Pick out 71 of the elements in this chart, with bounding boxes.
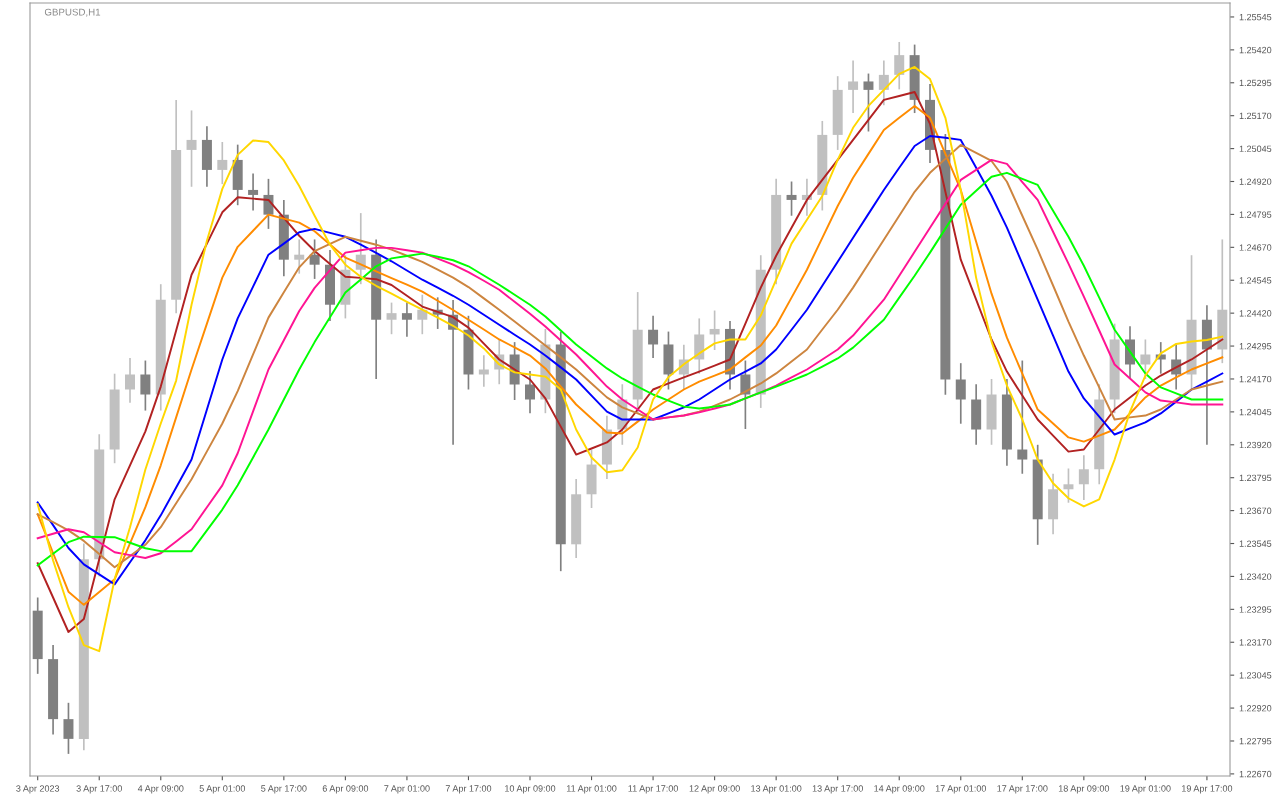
x-tick-label: 3 Apr 2023 — [16, 785, 60, 794]
y-tick-label: 1.24170 — [1239, 375, 1272, 383]
x-tick-label: 3 Apr 17:00 — [76, 785, 122, 794]
candlestick — [140, 359, 151, 412]
candlestick — [309, 238, 320, 280]
candlestick — [709, 309, 720, 351]
x-tick-label: 11 Apr 17:00 — [628, 785, 678, 794]
candlestick — [217, 141, 228, 185]
candlestick — [894, 41, 905, 91]
x-tick-label: 17 Apr 17:00 — [997, 785, 1048, 794]
x-tick-label: 19 Apr 01:00 — [1120, 785, 1171, 794]
candlestick — [417, 293, 428, 336]
candlestick — [294, 238, 305, 275]
candlestick — [186, 109, 197, 188]
y-tick-label: 1.22920 — [1239, 705, 1272, 712]
candlestick — [401, 301, 412, 338]
candlestick — [525, 370, 535, 415]
candlestick — [1017, 359, 1028, 475]
x-tick-label: 10 Apr 09:00 — [505, 785, 556, 794]
candlestick — [848, 59, 859, 114]
candlestick — [63, 701, 74, 755]
y-tick-label: 1.24420 — [1239, 310, 1272, 317]
y-tick-label: 1.23670 — [1239, 507, 1272, 514]
candlestick — [740, 359, 751, 430]
candlestick — [648, 314, 659, 359]
y-tick-label: 1.23420 — [1239, 573, 1272, 580]
chart-title: GBPUSD,H1 — [44, 8, 101, 17]
y-tick-label: 1.24920 — [1239, 178, 1272, 185]
y-tick-label: 1.25045 — [1239, 145, 1272, 152]
candlestick — [1140, 338, 1151, 380]
x-tick-label: 11 Apr 01:00 — [566, 785, 617, 794]
candlestick — [125, 357, 135, 404]
y-tick-label: 1.24295 — [1239, 343, 1272, 350]
y-tick-label: 1.23295 — [1239, 606, 1272, 613]
y-tick-label: 1.23170 — [1239, 639, 1272, 646]
candlestick — [248, 172, 259, 212]
y-tick-label: 1.25170 — [1239, 112, 1272, 120]
x-tick-label: 14 Apr 09:00 — [874, 785, 925, 794]
x-tick-label: 4 Apr 09:00 — [137, 785, 184, 794]
y-tick-label: 1.23545 — [1239, 540, 1272, 547]
y-tick-label: 1.24045 — [1239, 408, 1272, 416]
candlestick — [786, 180, 797, 217]
x-tick-label: 5 Apr 17:00 — [261, 785, 307, 794]
candlestick — [878, 59, 889, 106]
x-tick-label: 17 Apr 01:00 — [935, 785, 987, 794]
x-tick-label: 5 Apr 01:00 — [199, 785, 246, 794]
y-tick-label: 1.25420 — [1239, 46, 1272, 54]
y-tick-label: 1.25295 — [1239, 79, 1272, 87]
candlestick — [1078, 454, 1089, 501]
x-tick-label: 13 Apr 17:00 — [812, 785, 863, 794]
y-tick-label: 1.23920 — [1239, 441, 1272, 449]
x-tick-label: 12 Apr 09:00 — [689, 785, 740, 794]
x-tick-label: 19 Apr 17:00 — [1182, 785, 1233, 794]
candlestick — [863, 72, 874, 133]
y-tick-label: 1.22670 — [1239, 770, 1272, 778]
y-tick-label: 1.23045 — [1239, 672, 1272, 679]
y-tick-label: 1.24545 — [1239, 277, 1272, 284]
candlestick — [478, 354, 489, 388]
y-tick-label: 1.25545 — [1239, 13, 1272, 21]
candlestick — [1063, 467, 1074, 504]
y-tick-label: 1.24670 — [1239, 244, 1272, 251]
y-tick-label: 1.24795 — [1239, 211, 1272, 218]
candlestick — [955, 362, 966, 425]
x-tick-label: 6 Apr 09:00 — [322, 785, 369, 794]
candlestick — [386, 301, 397, 336]
y-tick-label: 1.23795 — [1239, 474, 1272, 482]
y-tick-label: 1.22795 — [1239, 737, 1272, 745]
x-tick-label: 7 Apr 17:00 — [445, 785, 492, 794]
x-tick-label: 13 Apr 01:00 — [751, 785, 802, 794]
x-tick-label: 7 Apr 01:00 — [384, 785, 430, 794]
x-tick-label: 18 Apr 09:00 — [1058, 785, 1110, 794]
